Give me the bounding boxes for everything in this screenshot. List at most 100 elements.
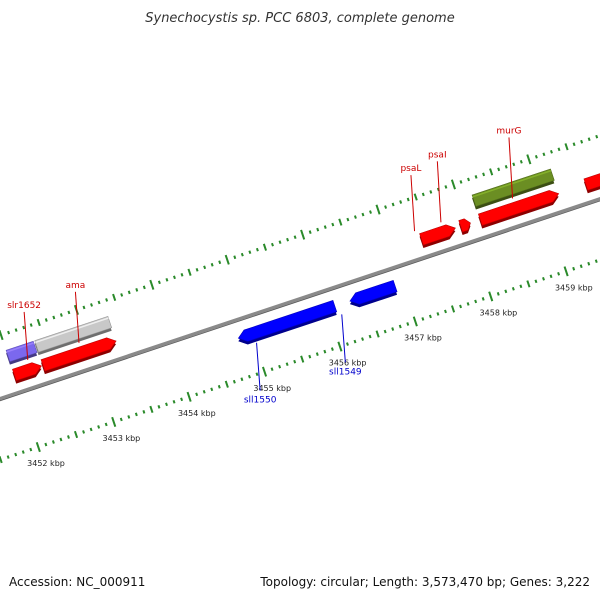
reverse-tick <box>444 309 447 314</box>
gene-feature <box>478 190 560 226</box>
forward-tick <box>52 315 56 320</box>
label-leader <box>341 314 346 363</box>
reverse-tick <box>572 266 576 271</box>
label-leader <box>436 161 442 223</box>
gene-label-murg: murG <box>496 126 521 136</box>
accession-text: Accession: NC_000911 <box>9 575 145 589</box>
reverse-tick <box>149 405 154 414</box>
reverse-tick <box>526 280 531 288</box>
reverse-tick <box>315 352 319 356</box>
gene-highlight <box>478 191 551 217</box>
reverse-tick <box>217 384 221 389</box>
forward-tick <box>90 303 93 307</box>
forward-tick <box>564 143 569 151</box>
reverse-tick <box>35 441 41 453</box>
reverse-tick <box>44 442 48 447</box>
gene-feature <box>471 168 555 207</box>
reverse-tick <box>0 455 3 464</box>
reverse-tick <box>330 347 334 351</box>
gene-highlight <box>419 225 447 237</box>
reverse-tick <box>323 349 327 354</box>
reverse-tick <box>481 297 485 301</box>
forward-tick <box>210 262 214 267</box>
gene-highlight <box>41 338 108 363</box>
forward-tick <box>504 165 508 169</box>
reverse-tick <box>127 415 131 419</box>
reverse-tick <box>587 261 591 266</box>
reverse-tick <box>186 391 192 402</box>
forward-tick <box>173 275 176 280</box>
forward-tick <box>406 197 410 202</box>
reverse-tick <box>261 366 268 377</box>
reverse-tick <box>119 417 123 422</box>
genome-backbone <box>0 197 600 401</box>
reverse-tick <box>111 416 117 427</box>
gene-highlight <box>584 174 600 182</box>
reverse-tick <box>466 302 470 306</box>
forward-tick <box>353 215 357 219</box>
reverse-tick <box>337 341 343 352</box>
reverse-tick <box>563 266 569 277</box>
forward-tick <box>550 149 553 154</box>
forward-tick <box>421 192 425 197</box>
tick-label: 3457 kbp <box>404 334 442 343</box>
reverse-tick <box>488 291 494 302</box>
reverse-tick <box>361 337 364 341</box>
reverse-tick <box>308 354 312 359</box>
tick-label: 3458 kbp <box>480 308 518 317</box>
reverse-tick <box>346 342 349 346</box>
reverse-tick <box>73 430 79 439</box>
forward-tick <box>135 288 139 292</box>
reverse-tick <box>51 440 55 444</box>
forward-tick <box>534 154 538 159</box>
tick-label: 3459 kbp <box>555 283 593 292</box>
reverse-tick <box>142 410 146 414</box>
forward-tick <box>36 318 41 327</box>
forward-tick <box>467 177 470 182</box>
forward-tick <box>512 162 516 167</box>
forward-tick <box>29 323 33 327</box>
forward-tick <box>542 152 546 157</box>
forward-tick <box>580 139 584 144</box>
reverse-tick <box>391 327 395 331</box>
gene-highlight <box>35 317 109 344</box>
forward-tick <box>572 142 576 147</box>
reverse-tick <box>270 367 274 372</box>
forward-tick <box>224 254 230 265</box>
gene-track: 3452 kbp 3453 kbp 3454 kbp 3455 kbp 3456 kbp… <box>0 126 600 468</box>
reverse-tick <box>293 359 297 364</box>
forward-tick <box>361 212 365 217</box>
forward-tick <box>459 180 463 184</box>
forward-tick <box>519 159 523 164</box>
reverse-tick <box>278 364 282 369</box>
reverse-tick <box>474 299 478 304</box>
reverse-tick <box>519 284 523 289</box>
forward-tick <box>450 179 456 190</box>
reverse-tick <box>549 274 553 279</box>
forward-tick <box>369 210 372 214</box>
label-leader <box>23 311 29 360</box>
forward-tick <box>248 250 252 255</box>
reverse-tick <box>398 324 402 329</box>
forward-tick <box>489 168 494 176</box>
reverse-tick <box>224 380 229 388</box>
reverse-tick <box>368 334 372 339</box>
tick-label: 3452 kbp <box>27 459 65 468</box>
reverse-tick <box>202 389 206 394</box>
reverse-tick <box>14 452 18 457</box>
reverse-tick <box>97 425 101 429</box>
gene-label-sll1550: sll1550 <box>244 396 277 406</box>
forward-tick <box>557 147 561 152</box>
reverse-tick <box>165 402 168 407</box>
forward-tick <box>0 330 4 341</box>
forward-tick <box>105 298 109 302</box>
forward-tick <box>595 134 599 139</box>
forward-tick <box>482 172 486 177</box>
forward-tick <box>429 190 433 194</box>
reverse-tick <box>436 312 440 316</box>
reverse-tick <box>406 322 410 326</box>
forward-tick <box>331 222 335 227</box>
forward-tick <box>308 230 312 234</box>
gene-feature <box>12 362 42 381</box>
forward-tick <box>180 272 184 277</box>
